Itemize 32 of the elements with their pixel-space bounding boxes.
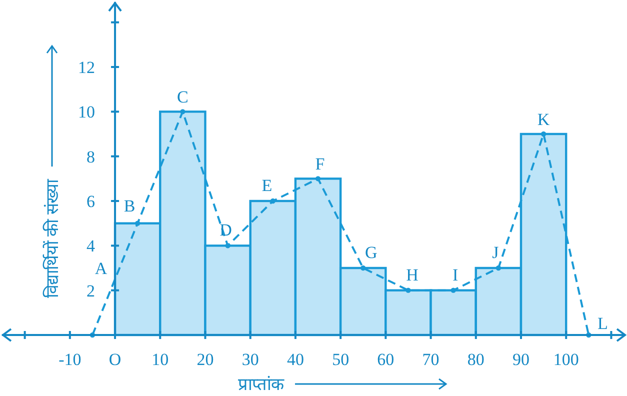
annotation: K	[537, 110, 550, 129]
x-tick-label: 10	[152, 350, 169, 369]
x-tick-label: 100	[553, 350, 579, 369]
annotation: L	[597, 314, 608, 333]
x-tick-label: 40	[286, 350, 304, 369]
y-axis-title: विद्यार्थियों की संख्या	[42, 178, 62, 298]
annotation: B	[124, 196, 136, 216]
x-axis-title: प्राप्तांक	[238, 375, 285, 394]
x-tick-label: 30	[242, 350, 259, 369]
annotation: H	[406, 265, 418, 284]
y-tick-label: 8	[86, 147, 96, 166]
x-tick-label: O	[108, 350, 122, 369]
y-tick-label: 4	[86, 236, 96, 256]
x-tick-label: 90	[512, 350, 530, 369]
x-tick-label: 50	[332, 350, 350, 369]
annotation: D	[220, 220, 232, 240]
annotation: J	[492, 243, 500, 262]
y-tick-label: 10	[78, 102, 96, 122]
annotation: I	[452, 265, 458, 284]
annotation: F	[315, 154, 325, 174]
x-tick-label: 60	[377, 350, 394, 369]
x-tick-label: 20	[196, 350, 214, 369]
y-tick-label: 2	[86, 281, 96, 300]
x-tick-label: 80	[467, 350, 484, 369]
annotation: A	[94, 259, 108, 278]
annotation: E	[262, 176, 272, 195]
x-tick-label: -10	[58, 350, 82, 369]
x-tick-label: 70	[422, 350, 440, 369]
annotation: C	[177, 88, 188, 107]
annotation: G	[364, 243, 378, 262]
y-tick-label: 12	[78, 58, 96, 77]
y-tick-label: 6	[86, 192, 96, 211]
